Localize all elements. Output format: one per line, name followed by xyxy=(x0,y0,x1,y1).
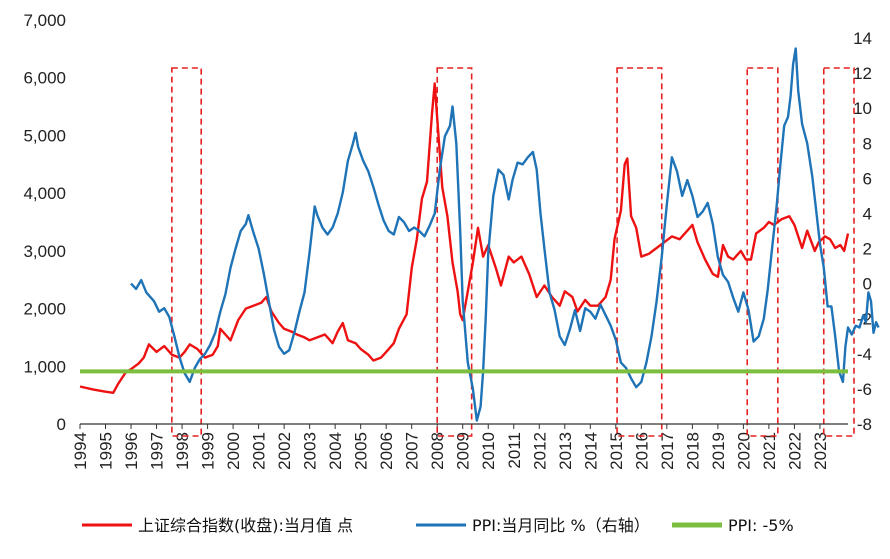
x-tick-label: 1997 xyxy=(148,432,167,470)
x-tick-label: 2000 xyxy=(224,432,243,470)
ppi-line xyxy=(130,47,880,422)
right-tick-label: 6 xyxy=(863,169,872,188)
x-tick-label: 2018 xyxy=(683,432,702,470)
highlight-box xyxy=(436,67,473,437)
x-tick-label: 1994 xyxy=(71,432,90,470)
x-tick-label: 2022 xyxy=(785,432,804,470)
right-tick-label: -6 xyxy=(857,380,872,399)
x-axis-ticks: 1994 1995 1996 1997 1998 1999 2000 2001 2002 2003… xyxy=(71,424,830,470)
right-tick-label: -4 xyxy=(857,345,872,364)
x-tick-label: 2002 xyxy=(275,432,294,470)
x-tick-label: 2008 xyxy=(428,432,447,470)
x-tick-label: 2017 xyxy=(658,432,677,470)
x-tick-label: 2015 xyxy=(607,432,626,470)
highlight-box xyxy=(171,67,202,437)
index-line xyxy=(79,82,850,394)
legend: 上证综合指数(收盘):当月值 点 PPI:当月同比 %（右轴） PPI: -5% xyxy=(82,516,794,535)
right-tick-label: 8 xyxy=(863,134,872,153)
left-tick-label: 5,000 xyxy=(23,126,66,145)
right-tick-label: -8 xyxy=(857,415,872,434)
highlight-boxes xyxy=(171,67,855,437)
x-tick-label: 2005 xyxy=(352,432,371,470)
x-tick-label: 2023 xyxy=(811,432,830,470)
x-tick-label: 2011 xyxy=(505,432,524,469)
highlight-box xyxy=(822,67,855,437)
left-tick-label: 2,000 xyxy=(23,300,66,319)
left-tick-label: 0 xyxy=(57,415,66,434)
legend-label: 上证综合指数(收盘):当月值 点 xyxy=(138,516,353,535)
right-tick-label: 12 xyxy=(853,64,872,83)
x-tick-label: 2004 xyxy=(326,432,345,470)
right-tick-label: 4 xyxy=(863,204,872,223)
right-tick-label: 0 xyxy=(863,275,872,294)
x-tick-label: 1996 xyxy=(122,432,141,470)
x-tick-label: 2001 xyxy=(250,432,269,470)
legend-label: PPI: -5% xyxy=(728,516,794,535)
left-axis-ticks: 0 1,000 2,000 3,000 4,000 5,000 6,000 7,000 xyxy=(23,11,66,434)
left-tick-label: 4,000 xyxy=(23,184,66,203)
x-tick-label: 2014 xyxy=(581,432,600,470)
left-tick-label: 3,000 xyxy=(23,242,66,261)
x-tick-label: 2003 xyxy=(301,432,320,470)
right-tick-label: 2 xyxy=(863,240,872,259)
x-tick-label: 2013 xyxy=(556,432,575,470)
series-lines xyxy=(79,47,880,422)
x-tick-label: 2016 xyxy=(632,432,651,470)
legend-label: PPI:当月同比 %（右轴） xyxy=(472,516,650,535)
x-tick-label: 1998 xyxy=(173,432,192,470)
highlight-box xyxy=(746,67,779,437)
right-tick-label: 14 xyxy=(853,29,872,48)
x-tick-label: 2010 xyxy=(479,432,498,470)
x-tick-label: 1999 xyxy=(199,432,218,470)
left-tick-label: 1,000 xyxy=(23,357,66,376)
x-tick-label: 2012 xyxy=(530,432,549,470)
x-tick-label: 2021 xyxy=(760,432,779,470)
highlight-box xyxy=(616,67,663,437)
x-tick-label: 1995 xyxy=(97,432,116,470)
right-tick-label: 10 xyxy=(853,99,872,118)
x-tick-label: 2020 xyxy=(734,432,753,470)
left-tick-label: 6,000 xyxy=(23,69,66,88)
left-tick-label: 7,000 xyxy=(23,11,66,30)
x-tick-label: 2019 xyxy=(709,432,728,470)
x-tick-label: 2006 xyxy=(377,432,396,470)
x-tick-label: 2007 xyxy=(403,432,422,470)
x-tick-label: 2009 xyxy=(454,432,473,470)
